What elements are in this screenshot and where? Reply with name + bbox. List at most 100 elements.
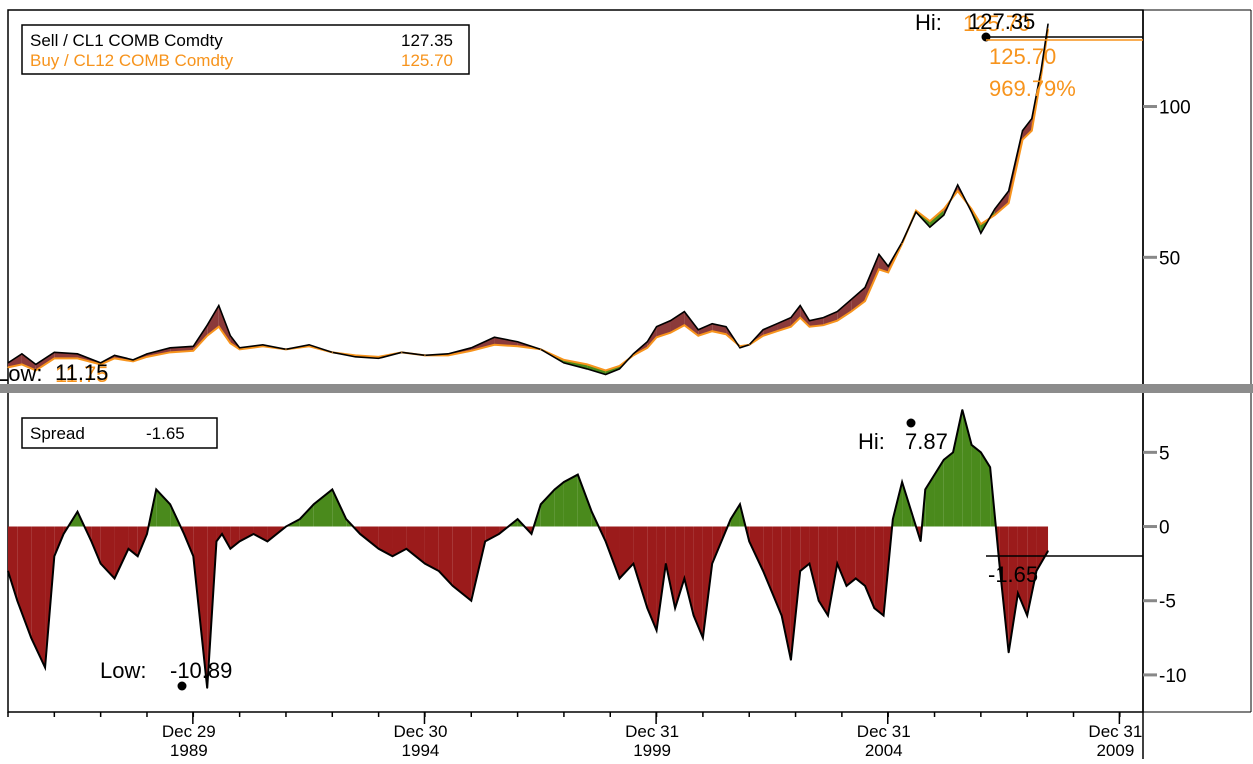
buy-data-point xyxy=(239,348,241,350)
sell-data-point xyxy=(822,317,824,319)
spread-data-point xyxy=(391,555,394,557)
spread-data-point xyxy=(1026,614,1028,617)
buy-data-point xyxy=(618,365,621,367)
buy-data-point xyxy=(132,360,134,362)
buy-data-point xyxy=(113,357,116,359)
buy-data-point xyxy=(146,356,148,358)
sell-data-point xyxy=(697,329,699,331)
price-fill-segment xyxy=(823,311,838,326)
buy-data-point xyxy=(100,363,102,365)
legend-sell-label: Sell / CL1 COMB Comdty xyxy=(30,31,223,50)
price-fill-segment xyxy=(698,323,713,336)
spread-data-point xyxy=(155,488,157,491)
spread-data-point xyxy=(90,540,92,542)
sell-data-point xyxy=(957,184,959,186)
spread-data-point xyxy=(952,451,954,453)
buy-data-point xyxy=(540,348,542,350)
price-fill-segment xyxy=(929,209,944,228)
spread-data-point xyxy=(359,533,361,535)
sell-data-point xyxy=(169,347,171,349)
spread-series-line xyxy=(7,409,1049,689)
spread-data-point xyxy=(345,518,347,520)
sell-data-point xyxy=(35,363,37,365)
spread-fill-segment xyxy=(438,526,453,586)
spread-fill-segment xyxy=(712,526,722,564)
spread-data-point xyxy=(563,481,565,483)
spread-fill-segment xyxy=(943,452,954,527)
sell-data-point xyxy=(711,323,713,325)
spread-fill-segment xyxy=(855,526,866,586)
buy-data-point xyxy=(711,330,713,332)
x-tick-label-year: 1994 xyxy=(402,741,440,759)
spread-data-point xyxy=(683,577,685,580)
panel-separator[interactable] xyxy=(0,384,1253,393)
spread-data-point xyxy=(605,540,607,542)
price-points xyxy=(7,23,1049,376)
spread-low-marker xyxy=(177,681,187,691)
spread-data-point xyxy=(818,600,820,602)
buy-data-point xyxy=(646,347,648,349)
spread-fill-segment xyxy=(424,526,439,572)
spread-data-point xyxy=(44,666,46,669)
price-pct-change: 969.79% xyxy=(989,76,1076,101)
price-fill-segment xyxy=(8,353,22,368)
spread-fill-segment xyxy=(17,526,32,638)
price-fill-segment xyxy=(494,337,518,347)
sell-data-point xyxy=(229,335,231,337)
spread-data-point xyxy=(693,614,695,617)
spread-data-point xyxy=(748,540,750,542)
buy-data-point xyxy=(401,351,403,353)
price-last-buy-value: 125.70 xyxy=(989,44,1056,69)
sell-data-point xyxy=(563,362,565,364)
sell-data-point xyxy=(739,347,741,349)
spread-legend-box xyxy=(21,417,218,449)
sell-data-point xyxy=(943,214,945,216)
spread-fill-segment xyxy=(1008,526,1018,653)
spread-data-point xyxy=(299,518,301,520)
spread-fill-segment xyxy=(702,526,713,638)
sell-data-point xyxy=(1008,190,1010,192)
x-tick-label-date: Dec 31 xyxy=(1088,722,1142,741)
sell-data-point xyxy=(646,341,648,343)
spread-data-point xyxy=(146,533,148,535)
spread-fill-segment xyxy=(91,526,101,564)
spread-data-point xyxy=(646,607,648,609)
spread-data-point xyxy=(540,503,542,505)
spread-data-point xyxy=(7,570,9,572)
spread-fill-segment xyxy=(485,526,500,542)
spread-data-point xyxy=(702,637,704,639)
price-hi-sell: 127.35 xyxy=(968,9,1035,34)
spread-data-point xyxy=(665,563,667,565)
price-legend-box xyxy=(21,24,470,75)
price-y-tick-label: 100 xyxy=(1159,98,1191,119)
spread-data-point xyxy=(62,533,65,535)
buy-data-point xyxy=(285,348,287,350)
sell-data-point xyxy=(655,326,658,328)
buy-data-point xyxy=(943,208,945,210)
buy-data-point xyxy=(7,366,9,369)
sell-data-point xyxy=(915,211,917,213)
sell-data-point xyxy=(192,345,194,347)
buy-data-point xyxy=(169,351,171,353)
sell-data-point xyxy=(146,353,148,355)
sell-data-point xyxy=(447,353,449,355)
spread-data-point xyxy=(438,570,440,572)
spread-data-point xyxy=(221,533,223,535)
sell-data-point xyxy=(1021,130,1024,132)
spread-data-point xyxy=(730,518,732,520)
spread-data-point xyxy=(183,533,185,535)
buy-data-point xyxy=(822,324,824,326)
spread-data-point xyxy=(405,548,408,550)
buy-data-point xyxy=(929,220,931,222)
x-tick-label-year: 2004 xyxy=(865,741,903,759)
spread-data-point xyxy=(239,540,241,542)
spread-data-point xyxy=(720,540,723,542)
spread-data-point xyxy=(113,577,116,580)
spread-points xyxy=(7,409,1049,689)
x-tick-label-date: Dec 31 xyxy=(625,722,679,741)
sell-series-line xyxy=(7,23,1049,376)
spread-data-point xyxy=(961,409,963,411)
buy-data-point xyxy=(836,320,838,322)
